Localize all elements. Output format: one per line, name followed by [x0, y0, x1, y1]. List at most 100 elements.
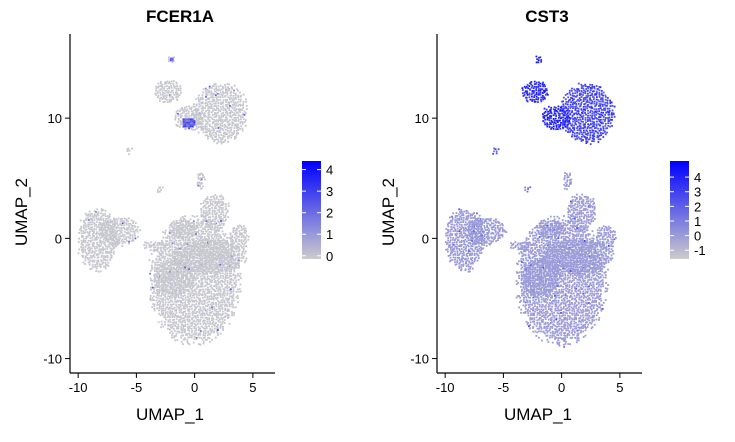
cell-point	[205, 88, 207, 90]
cell-point	[182, 314, 184, 316]
cell-point	[208, 264, 210, 266]
cell-point	[197, 265, 199, 267]
cell-point	[221, 143, 223, 145]
cell-point	[180, 227, 182, 229]
cell-point	[182, 321, 184, 323]
cell-point	[182, 298, 184, 300]
cell-point	[193, 317, 195, 319]
cell-point	[226, 133, 228, 135]
cell-point	[593, 235, 595, 237]
cell-point	[107, 246, 109, 248]
cell-point	[216, 262, 218, 264]
cell-point	[182, 329, 184, 331]
cell-point	[99, 227, 101, 229]
cell-point	[245, 240, 247, 242]
cell-point	[159, 98, 161, 100]
cell-point	[161, 321, 163, 323]
cell-point	[222, 329, 224, 331]
cell-point	[201, 211, 203, 213]
cell-point	[178, 88, 180, 90]
cell-point	[185, 286, 187, 288]
cell-point	[233, 230, 235, 232]
cell-point	[221, 108, 223, 110]
cell-point	[238, 236, 240, 238]
cell-point	[159, 307, 161, 309]
cell-point	[220, 141, 222, 143]
cell-point	[100, 241, 102, 243]
cell-point	[178, 243, 180, 245]
cell-point	[552, 241, 554, 243]
cell-point	[202, 129, 204, 131]
cell-point	[231, 263, 233, 265]
cell-point	[230, 137, 232, 139]
cell-point	[174, 238, 176, 240]
cell-point	[130, 231, 132, 233]
cell-point	[180, 244, 182, 246]
cell-point	[191, 277, 193, 279]
cell-point	[534, 254, 536, 256]
cell-point	[156, 307, 158, 309]
cell-point	[169, 269, 171, 271]
cell-point	[177, 228, 179, 230]
cell-point	[162, 312, 164, 314]
cell-point	[187, 317, 189, 319]
cell-point	[233, 90, 235, 92]
cell-point	[539, 258, 541, 260]
cell-point	[114, 222, 116, 224]
cell-point	[172, 90, 174, 92]
cell-point	[180, 261, 182, 263]
cell-point	[189, 233, 191, 235]
cell-point	[224, 132, 226, 134]
cell-point	[563, 236, 565, 238]
cell-point	[137, 231, 139, 233]
cell-point	[172, 98, 174, 100]
cell-point	[171, 334, 173, 336]
cell-point	[197, 260, 199, 262]
cell-point	[207, 105, 209, 107]
cell-point	[100, 245, 102, 247]
cell-point	[215, 254, 217, 256]
cell-point	[167, 286, 169, 288]
cell-point	[92, 237, 94, 239]
cell-point	[582, 233, 584, 235]
cell-point	[165, 302, 167, 304]
cell-point	[220, 125, 222, 127]
cell-point	[221, 251, 223, 253]
cell-point	[176, 339, 178, 341]
cell-point	[222, 105, 224, 107]
cell-point	[206, 266, 208, 268]
cell-point	[203, 212, 205, 214]
cell-point	[173, 234, 175, 236]
cell-point	[214, 116, 216, 118]
cell-point	[188, 286, 190, 288]
cell-point	[203, 341, 205, 343]
cell-point	[194, 242, 196, 244]
cell-point	[161, 242, 163, 244]
cell-point	[162, 247, 164, 249]
cell-point	[181, 236, 183, 238]
cell-point	[199, 185, 201, 187]
cell-point	[172, 301, 174, 303]
cell-point	[242, 257, 244, 259]
cell-point	[171, 327, 173, 329]
cell-point	[85, 257, 87, 259]
cell-point	[211, 235, 213, 237]
cell-point	[90, 215, 92, 217]
cell-point	[158, 277, 160, 279]
cell-point	[171, 278, 173, 280]
cell-point	[166, 248, 168, 250]
cell-point	[185, 313, 187, 315]
cell-point	[223, 248, 225, 250]
cell-point	[153, 296, 155, 298]
cell-point	[236, 228, 238, 230]
cell-point	[100, 252, 102, 254]
cell-point	[175, 260, 177, 262]
cell-point	[237, 257, 239, 259]
cell-point	[239, 232, 241, 234]
cell-point	[125, 236, 127, 238]
cell-point	[226, 288, 228, 290]
cell-point	[101, 243, 103, 245]
cell-point	[159, 92, 161, 94]
cell-point	[93, 235, 95, 237]
cell-point	[197, 297, 199, 299]
